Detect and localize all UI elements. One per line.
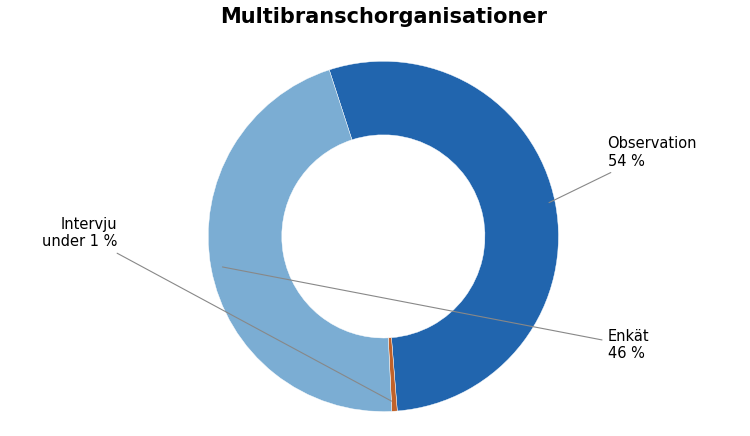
Text: Enkät
46 %: Enkät 46 % [223, 267, 650, 361]
Text: Intervju
under 1 %: Intervju under 1 % [42, 217, 392, 401]
Title: Multibranschorganisationer: Multibranschorganisationer [220, 7, 547, 27]
Text: Observation
54 %: Observation 54 % [549, 136, 697, 203]
Wedge shape [209, 70, 392, 412]
Wedge shape [329, 61, 559, 411]
Wedge shape [388, 337, 398, 411]
